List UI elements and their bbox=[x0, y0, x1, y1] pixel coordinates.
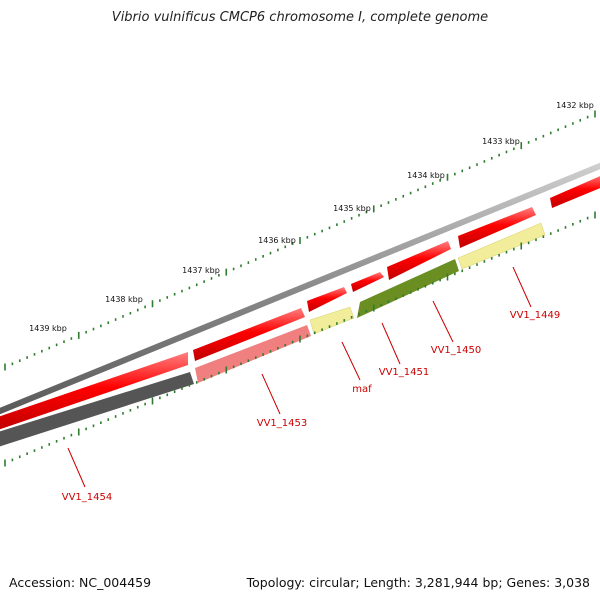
gene-leader-line bbox=[341, 341, 361, 381]
scale-label: 1434 kbp bbox=[407, 171, 445, 180]
gene-label: VV1_1454 bbox=[62, 492, 113, 503]
inner-tick-ring bbox=[4, 211, 596, 467]
forward-gene bbox=[351, 272, 384, 292]
gene-vv1-1450 bbox=[357, 259, 459, 318]
scale-label: 1432 kbp bbox=[556, 101, 594, 110]
gene-maf bbox=[309, 306, 355, 335]
scale-label: 1433 kbp bbox=[482, 137, 520, 146]
gene-vv1-1454 bbox=[0, 372, 194, 447]
forward-gene bbox=[0, 352, 188, 430]
scale-label: 1437 kbp bbox=[182, 266, 220, 275]
gene-label: VV1_1449 bbox=[510, 310, 561, 321]
backbone bbox=[0, 162, 600, 415]
gene-leader-line bbox=[381, 322, 401, 365]
outer-tick-ring bbox=[4, 110, 596, 371]
gene-label: VV1_1451 bbox=[379, 367, 430, 378]
genome-summary: Topology: circular; Length: 3,281,944 bp… bbox=[246, 575, 590, 590]
gene-label: VV1_1453 bbox=[257, 418, 308, 429]
scale-labels: 1432 kbp 1433 kbp 1434 kbp 1435 kbp 1436 kbp… bbox=[29, 101, 594, 333]
gene-leader-line bbox=[432, 300, 454, 343]
forward-gene bbox=[550, 176, 600, 208]
gene-leader-line bbox=[67, 447, 86, 488]
accession-text: Accession: NC_004459 bbox=[9, 575, 152, 590]
forward-gene bbox=[387, 241, 451, 280]
gene-vv1-1449 bbox=[457, 222, 546, 270]
forward-gene bbox=[458, 207, 536, 248]
forward-track bbox=[0, 176, 600, 430]
scale-ticks bbox=[4, 110, 596, 467]
forward-gene bbox=[307, 287, 347, 312]
gene-label: maf bbox=[352, 384, 372, 395]
gene-label: VV1_1450 bbox=[431, 345, 482, 356]
scale-label: 1435 kbp bbox=[333, 204, 371, 213]
map-title: Vibrio vulnificus CMCP6 chromosome I, co… bbox=[111, 10, 489, 25]
gene-leader-line bbox=[512, 266, 532, 308]
forward-gene bbox=[193, 308, 305, 361]
scale-label: 1436 kbp bbox=[258, 236, 296, 245]
gene-leader-line bbox=[261, 373, 281, 415]
scale-label: 1439 kbp bbox=[29, 324, 67, 333]
gene-vv1-1453 bbox=[195, 325, 311, 383]
scale-label: 1438 kbp bbox=[105, 295, 143, 304]
reverse-track bbox=[0, 222, 546, 447]
